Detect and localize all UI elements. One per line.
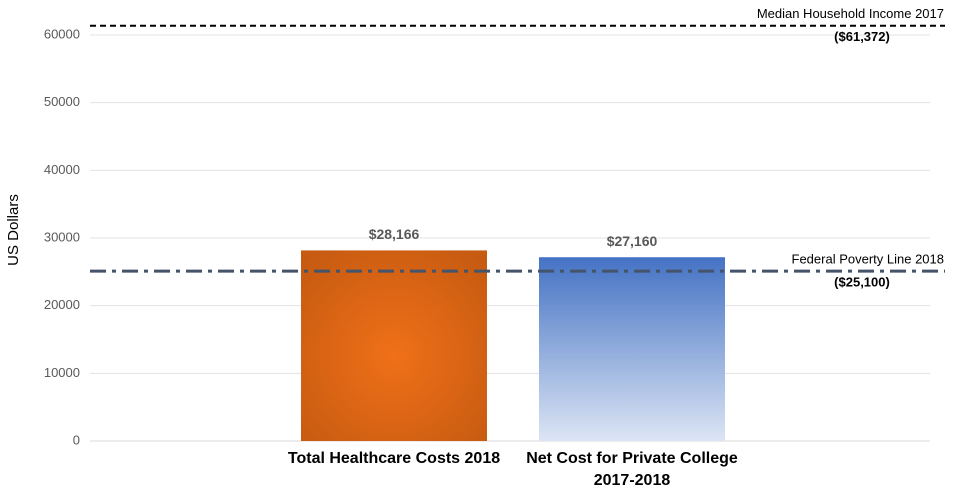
reference-value-label: ($25,100) [834, 275, 890, 290]
reference-value-label: ($61,372) [834, 29, 890, 44]
y-tick-label: 10000 [44, 365, 80, 380]
reference-label: Federal Poverty Line 2018 [792, 252, 944, 267]
x-tick-label: Net Cost for Private College 2017-2018 [526, 450, 738, 489]
y-tick-label: 40000 [44, 162, 80, 177]
bar [301, 250, 487, 441]
y-tick-label: 30000 [44, 229, 80, 244]
bar [539, 257, 725, 441]
y-tick-label: 0 [73, 432, 80, 447]
value-label: $27,160 [607, 233, 658, 249]
y-tick-label: 50000 [44, 94, 80, 109]
x-tick-label: Total Healthcare Costs 2018 [287, 450, 501, 467]
x-tick-label-box: Total Healthcare Costs 2018 [287, 450, 501, 467]
y-tick-label: 20000 [44, 297, 80, 312]
x-tick-label-box: Net Cost for Private College 2017-2018 [526, 450, 738, 489]
y-tick-label: 60000 [44, 26, 80, 41]
y-axis-label: US Dollars [5, 194, 22, 266]
value-label: $28,166 [369, 226, 420, 242]
reference-label: Median Household Income 2017 [757, 6, 944, 21]
